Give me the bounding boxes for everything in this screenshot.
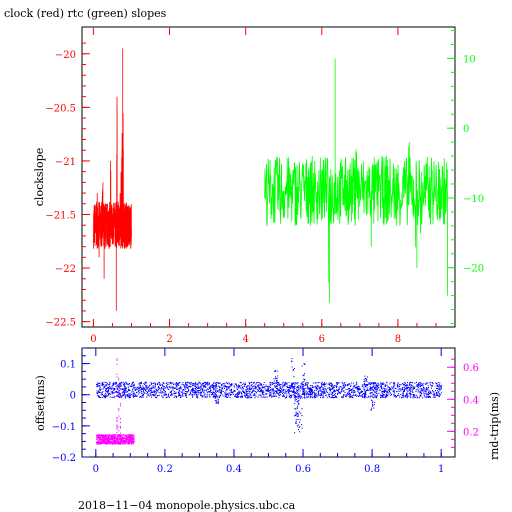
top-chart-title: clock (red) rtc (green) slopes bbox=[4, 7, 167, 20]
rnd-trip-series-points bbox=[95, 358, 135, 445]
bottom-ytick-label: 0.1 bbox=[60, 360, 76, 371]
top-y2tick-label: 0 bbox=[463, 124, 469, 135]
top-plot-frame bbox=[81, 26, 456, 328]
top-xtick-label: 4 bbox=[242, 334, 248, 345]
top-xtick-label: 0 bbox=[90, 334, 96, 345]
top-xtick-label: 6 bbox=[319, 334, 325, 345]
footer-text: 2018−11−04 monopole.physics.ubc.ca bbox=[78, 499, 296, 512]
top-y2tick-label: 10 bbox=[463, 54, 476, 65]
clock-series-line bbox=[93, 48, 132, 311]
top-y2tick-label: −20 bbox=[463, 264, 484, 275]
top-ylabel: clockslope bbox=[33, 148, 46, 206]
bottom-xtick-label: 0.2 bbox=[157, 464, 173, 475]
top-ytick-label: −21.5 bbox=[45, 211, 76, 222]
bottom-ytick-label: −0.2 bbox=[52, 453, 76, 464]
bottom-ylabel: offset(ms) bbox=[34, 375, 47, 431]
bottom-xtick-label: 0.4 bbox=[226, 464, 242, 475]
top-chart: clockslope 0 2 4 6 8 −20 −20.5 −21 −21.5 −22 −22.5… bbox=[33, 26, 484, 345]
offset-series-points bbox=[96, 358, 443, 434]
bottom-y2tick-label: 0.4 bbox=[463, 395, 479, 406]
top-ytick-label: −20 bbox=[55, 50, 76, 61]
bottom-xtick-label: 0.6 bbox=[295, 464, 311, 475]
bottom-y2tick-label: 0.2 bbox=[463, 427, 479, 438]
bottom-y2tick-label: 0.6 bbox=[463, 363, 479, 374]
top-y2tick-label: −10 bbox=[463, 194, 484, 205]
top-ytick-label: −22 bbox=[55, 264, 76, 275]
bottom-xtick-label: 0.8 bbox=[364, 464, 380, 475]
top-ytick-label: −22.5 bbox=[45, 318, 76, 329]
bottom-ytick-label: −0.1 bbox=[52, 422, 76, 433]
top-ytick-label: −20.5 bbox=[45, 103, 76, 114]
top-xtick-label: 8 bbox=[395, 334, 401, 345]
top-xtick-label: 2 bbox=[166, 334, 172, 345]
bottom-xtick-label: 1 bbox=[438, 464, 444, 475]
bottom-xtick-label: 0 bbox=[93, 464, 99, 475]
bottom-chart: offset(ms) rnd-trip(ms) 0 0.2 0.4 0.6 0.8 1 0.… bbox=[34, 347, 501, 475]
top-ytick-label: −21 bbox=[55, 157, 76, 168]
bottom-y2label: rnd-trip(ms) bbox=[488, 392, 501, 460]
bottom-ytick-label: 0 bbox=[70, 391, 76, 402]
